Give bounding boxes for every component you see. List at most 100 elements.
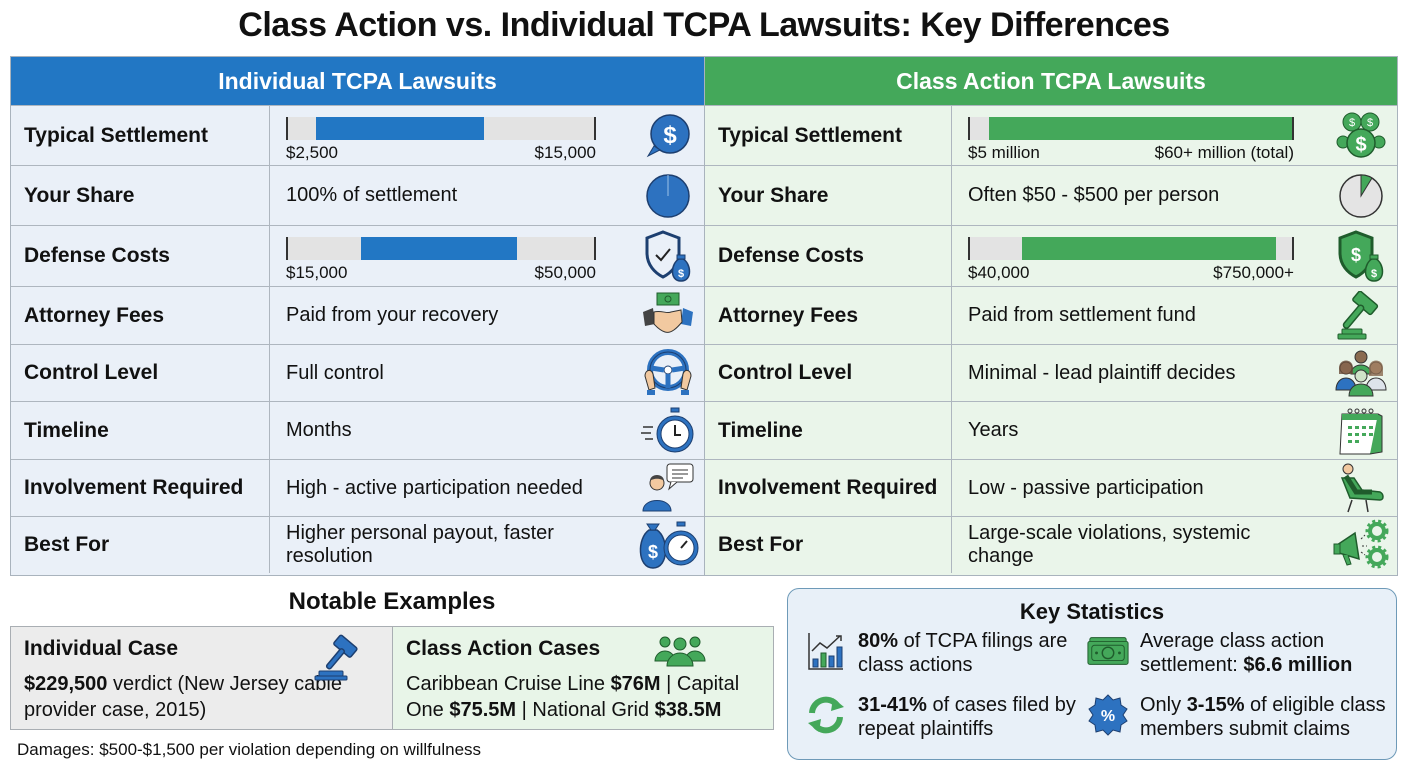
svg-text:$: $: [1371, 268, 1377, 280]
row-label: Your Share: [705, 166, 952, 225]
row-value: $15,000 $50,000: [270, 226, 632, 286]
gavel-icon: [313, 633, 369, 688]
row-value: $40,000 $750,000+: [952, 226, 1325, 286]
coins-icon: $ $ $: [1325, 106, 1397, 165]
row-value: Minimal - lead plaintiff decides: [952, 345, 1325, 401]
table-row: Attorney Fees Paid from your recovery: [11, 286, 704, 344]
row-value-text: Months: [286, 419, 352, 441]
svg-text:$: $: [663, 122, 677, 149]
row-value: Months: [270, 402, 632, 459]
percent-badge-icon: %: [1086, 693, 1130, 737]
damages-footnote: Damages: $500-$1,500 per violation depen…: [17, 740, 482, 759]
row-label: Involvement Required: [11, 460, 270, 516]
stat-item: 80% of TCPA filings are class actions: [804, 629, 1094, 677]
row-label: Best For: [11, 517, 270, 573]
range-bar: $15,000 $50,000: [286, 233, 596, 282]
table-row: Typical Settlement $5 million $60+ milli…: [705, 105, 1397, 165]
row-value-text: 100% of settlement: [286, 184, 458, 206]
table-row: Involvement Required High - active partic…: [11, 459, 704, 516]
row-value: Often $50 - $500 per person: [952, 166, 1325, 225]
shield-money-icon: $: [632, 226, 704, 286]
key-statistics-title: Key Statistics: [1019, 599, 1165, 624]
individual-example: Individual Case $229,500 verdict (New Je…: [11, 627, 393, 729]
row-value: Paid from your recovery: [270, 287, 632, 344]
range-high: $750,000+: [1213, 263, 1294, 282]
row-label: Attorney Fees: [705, 287, 952, 344]
steering-wheel-icon: [632, 345, 704, 401]
row-value-text: High - active participation needed: [286, 476, 583, 499]
table-row: Attorney Fees Paid from settlement fund: [705, 286, 1397, 344]
fast-stopwatch-icon: [632, 402, 704, 459]
class-action-panel: Class Action TCPA Lawsuits Typical Settl…: [704, 56, 1398, 576]
table-row: Timeline Months: [11, 401, 704, 459]
individual-example-heading: Individual Case: [24, 637, 179, 660]
key-statistics-box: Key Statistics 80% of TCPA filings are c…: [787, 588, 1397, 760]
svg-text:$: $: [1351, 245, 1361, 265]
svg-text:%: %: [1101, 708, 1115, 725]
stat-item: 31-41% of cases filed by repeat plaintif…: [804, 693, 1094, 741]
range-bar: $40,000 $750,000+: [968, 233, 1294, 282]
table-row: Typical Settlement $2,500 $15,000 $: [11, 105, 704, 165]
range-low: $2,500: [286, 142, 338, 162]
svg-text:$: $: [648, 542, 658, 562]
moneybag-stopwatch-icon: $: [632, 517, 704, 573]
table-row: Control Level Minimal - lead plaintiff de…: [705, 344, 1397, 401]
row-value-text: Large-scale violations, systemic change: [968, 522, 1251, 567]
bar-track: [286, 116, 596, 140]
range-low: $5 million: [968, 142, 1040, 162]
examples-title: Notable Examples: [288, 588, 496, 615]
table-row: Your Share Often $50 - $500 per person: [705, 165, 1397, 225]
row-value: $5 million $60+ million (total): [952, 106, 1325, 165]
range-high: $50,000: [534, 263, 596, 282]
row-label: Defense Costs: [11, 226, 270, 286]
reclining-person-icon: [1325, 460, 1397, 516]
table-row: Defense Costs $40,000 $750,000+ $ $: [705, 225, 1397, 286]
range-bar: $5 million $60+ million (total): [968, 113, 1294, 162]
group-icon: [1325, 345, 1397, 401]
bar-chart-trend-icon: [804, 629, 848, 673]
svg-text:$: $: [678, 268, 684, 280]
row-value: Years: [952, 402, 1325, 459]
calendar-icon: [1325, 402, 1397, 459]
range-high: $60+ million (total): [1154, 142, 1294, 162]
svg-text:$: $: [1349, 117, 1355, 129]
shield-money-icon: $ $: [1325, 226, 1397, 286]
bar-fill: [315, 116, 484, 140]
class-action-header: Class Action TCPA Lawsuits: [705, 57, 1397, 105]
table-row: Your Share 100% of settlement: [11, 165, 704, 225]
stat-item: Average class action settlement: $6.6 mi…: [1086, 629, 1396, 677]
group-icon: [653, 633, 707, 672]
row-value-text: Full control: [286, 361, 384, 384]
row-value-text: Minimal - lead plaintiff decides: [968, 361, 1236, 384]
handshake-money-icon: [632, 287, 704, 344]
person-speech-icon: [632, 460, 704, 516]
class-action-example-heading: Class Action Cases: [406, 637, 601, 660]
class-action-example-text: Caribbean Cruise Line $76M | Capital One…: [406, 673, 740, 721]
table-row: Best For Higher personal payout, faster r…: [11, 516, 704, 573]
individual-panel: Individual TCPA Lawsuits Typical Settlem…: [10, 56, 705, 576]
row-value: 100% of settlement: [270, 166, 632, 225]
svg-text:$: $: [1355, 134, 1366, 156]
row-label: Timeline: [11, 402, 270, 459]
row-label: Defense Costs: [705, 226, 952, 286]
gavel-icon: [1325, 287, 1397, 344]
row-label: Attorney Fees: [11, 287, 270, 344]
range-low: $15,000: [286, 263, 348, 282]
stat-item: % Only 3-15% of eligible class members s…: [1086, 693, 1398, 741]
row-value-text: Paid from your recovery: [286, 304, 499, 326]
small-slice-pie-icon: [1325, 166, 1397, 225]
row-label: Control Level: [11, 345, 270, 401]
row-value: High - active participation needed: [270, 460, 632, 516]
page-title: Class Action vs. Individual TCPA Lawsuit…: [238, 6, 1170, 44]
row-label: Best For: [705, 517, 952, 573]
bar-fill: [989, 116, 1292, 140]
megaphone-gears-icon: [1325, 517, 1397, 573]
row-value-text: Often $50 - $500 per person: [968, 184, 1220, 206]
row-label: Involvement Required: [705, 460, 952, 516]
bar-track: [968, 116, 1294, 140]
row-label: Typical Settlement: [11, 106, 270, 165]
dollar-chat-icon: $: [632, 106, 704, 165]
table-row: Defense Costs $15,000 $50,000 $: [11, 225, 704, 286]
bar-track: [286, 237, 596, 260]
row-value: Low - passive participation: [952, 460, 1325, 516]
